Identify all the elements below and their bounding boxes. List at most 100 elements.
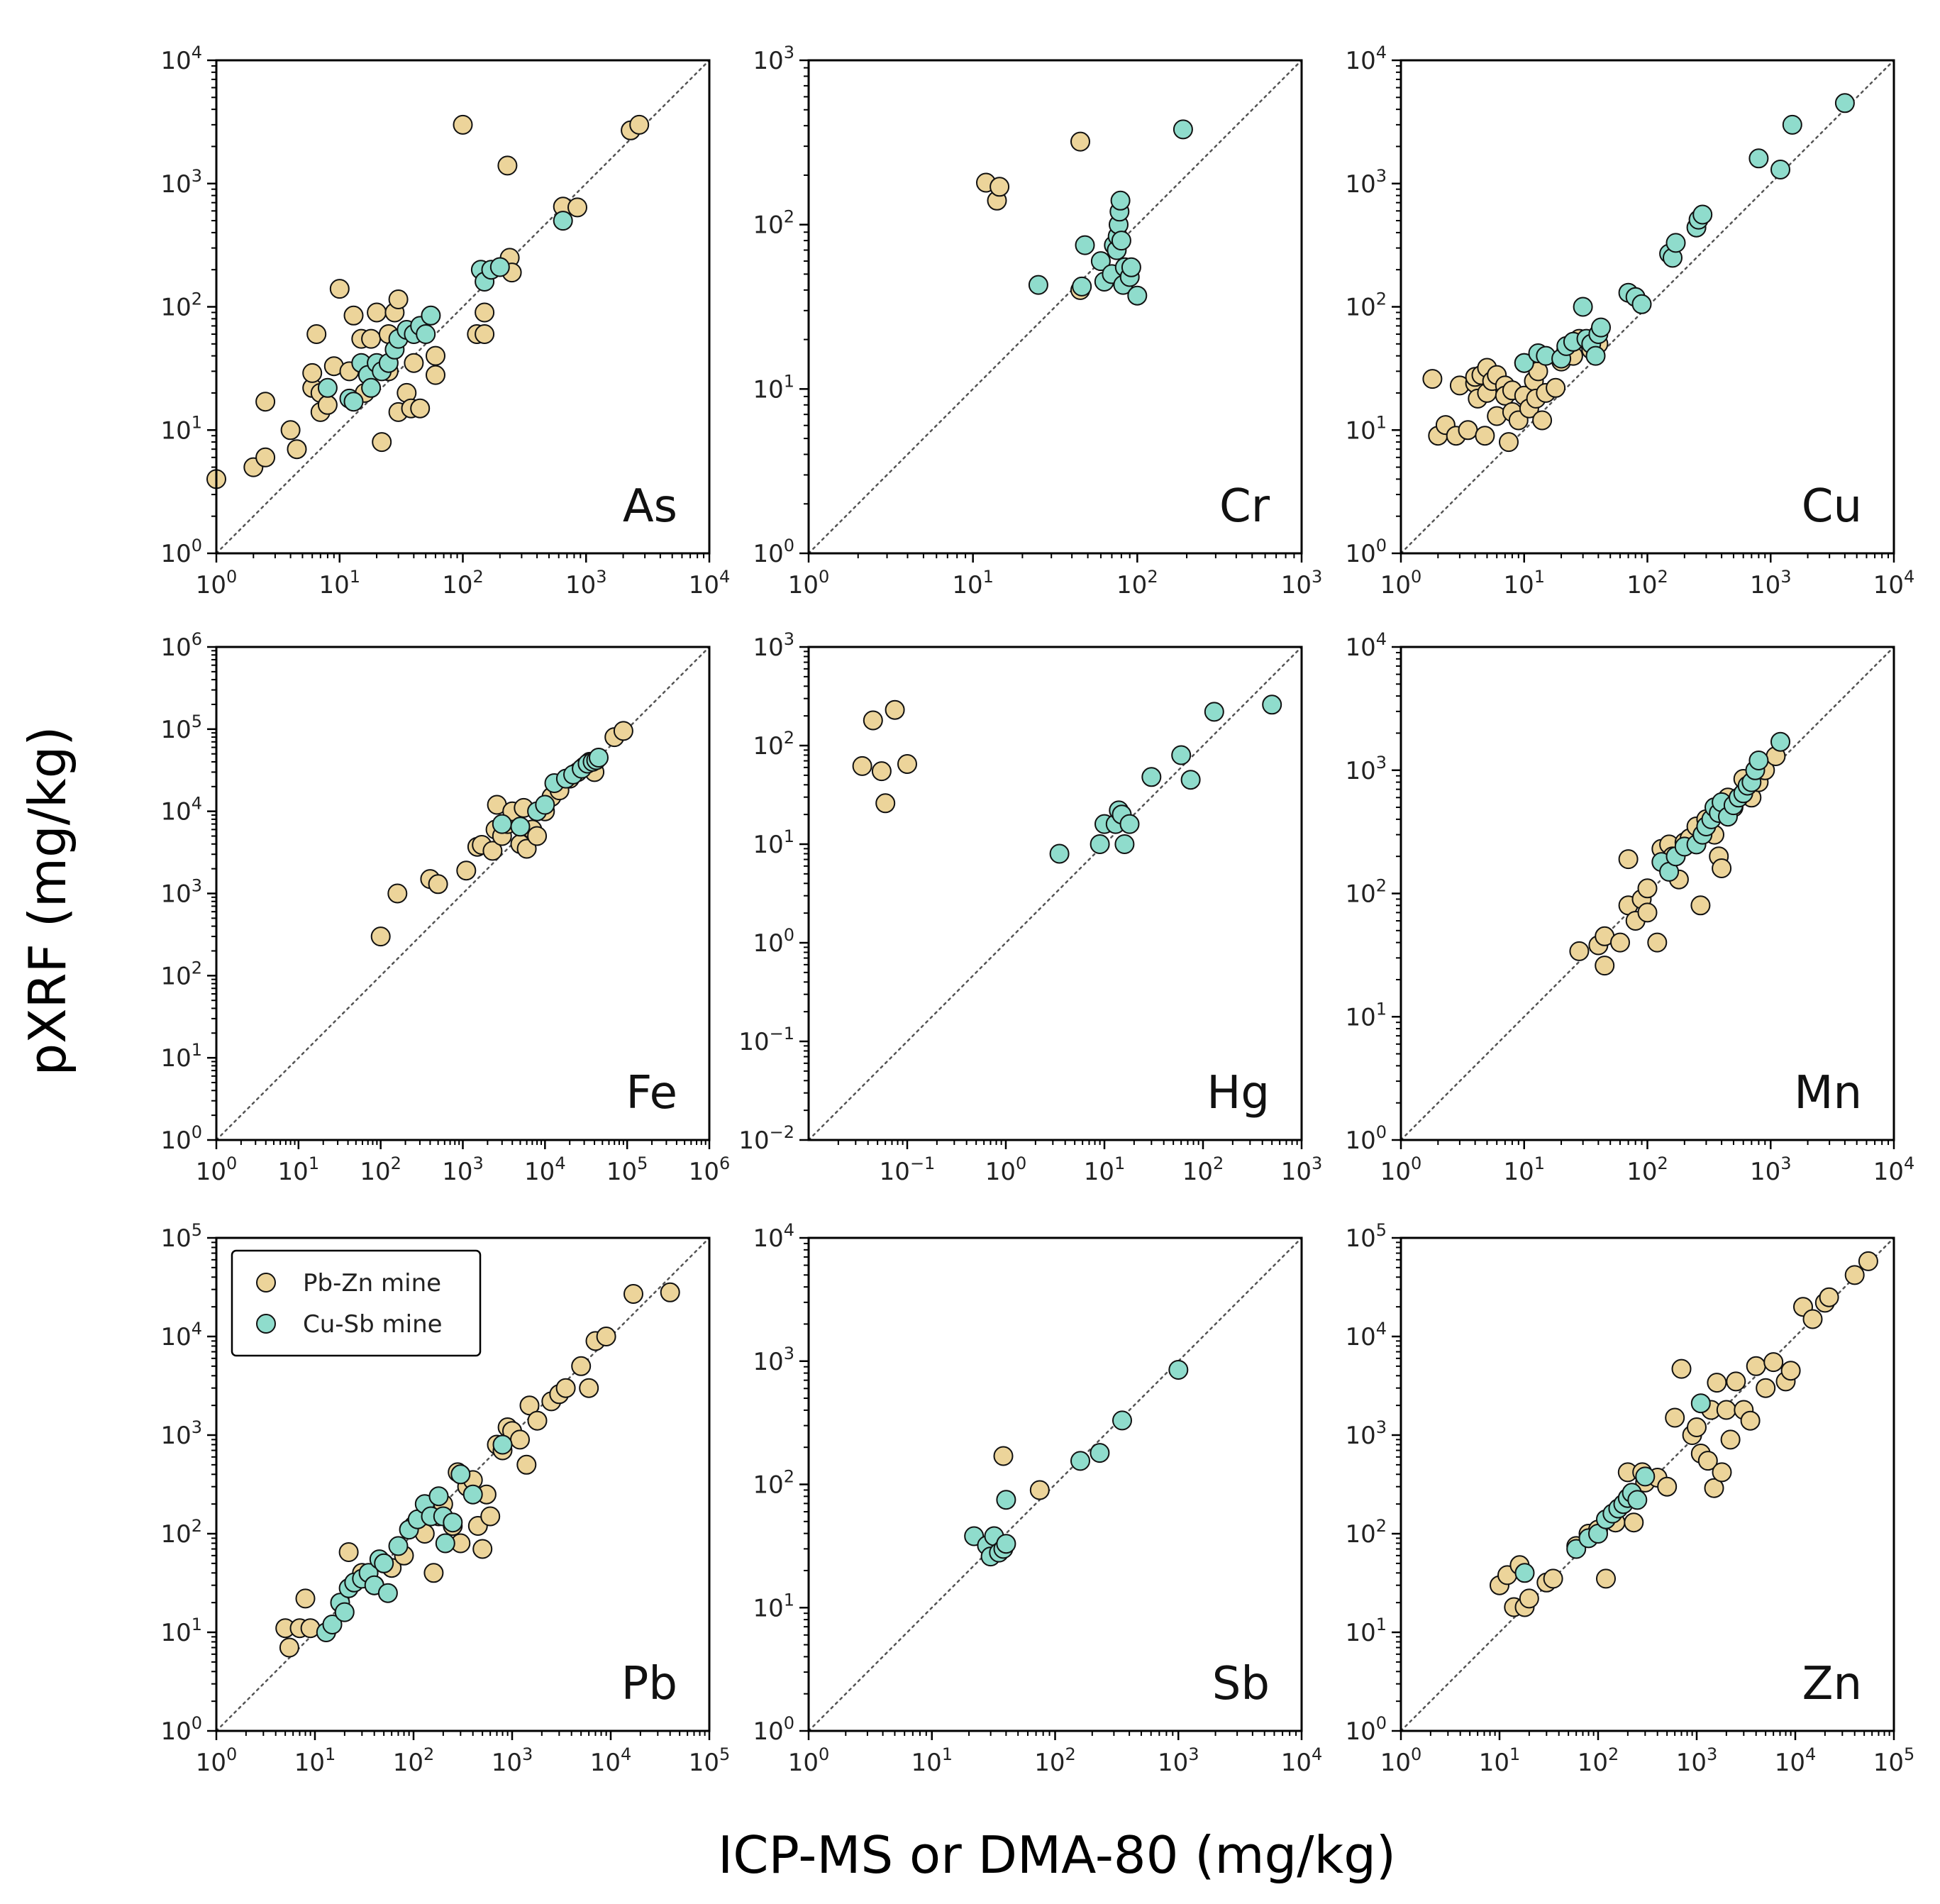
data-point bbox=[370, 926, 391, 947]
data-point bbox=[1127, 285, 1148, 306]
x-tick-label: 101 bbox=[1479, 1744, 1521, 1777]
data-point bbox=[1111, 231, 1131, 251]
y-tick-label: 104 bbox=[753, 1220, 794, 1253]
data-point bbox=[1070, 131, 1090, 152]
data-point bbox=[1716, 1400, 1736, 1420]
legend-label: Pb-Zn mine bbox=[303, 1269, 441, 1297]
data-point bbox=[492, 814, 512, 834]
data-point bbox=[1627, 1490, 1648, 1510]
data-point bbox=[279, 1637, 299, 1658]
data-point bbox=[480, 1506, 501, 1527]
one-to-one-line bbox=[807, 1236, 1303, 1732]
y-tick-label: 104 bbox=[160, 1319, 202, 1351]
x-tick-label: 101 bbox=[1503, 567, 1545, 599]
panel-pb: 100 101 102 103 104 105 100 101 102 103 104 105 Pb bbox=[160, 1220, 730, 1777]
data-point bbox=[1690, 895, 1711, 916]
data-point bbox=[571, 1356, 592, 1376]
data-point bbox=[388, 1536, 409, 1556]
data-point bbox=[1119, 814, 1140, 834]
data-point bbox=[450, 1464, 471, 1485]
data-point bbox=[1204, 702, 1224, 722]
data-point bbox=[387, 883, 408, 904]
data-point bbox=[377, 1583, 398, 1603]
one-to-one-line bbox=[807, 59, 1303, 555]
data-point bbox=[1763, 1352, 1784, 1373]
x-tick-label: 103 bbox=[1281, 1153, 1323, 1186]
y-tick-label: 100 bbox=[160, 536, 202, 568]
data-point bbox=[255, 392, 276, 412]
legend-box bbox=[231, 1249, 482, 1357]
data-point bbox=[482, 841, 503, 861]
data-point bbox=[1114, 834, 1135, 854]
data-point bbox=[489, 257, 510, 277]
panel-title: Pb bbox=[621, 1658, 677, 1710]
data-point bbox=[435, 1533, 455, 1554]
data-point bbox=[1748, 148, 1769, 169]
data-point bbox=[1844, 1265, 1865, 1285]
y-tick-label: 102 bbox=[160, 289, 202, 322]
data-point bbox=[322, 1615, 343, 1634]
plot-frame bbox=[807, 59, 1303, 555]
data-point bbox=[1262, 694, 1282, 715]
data-point bbox=[863, 710, 883, 731]
x-tick-label: 102 bbox=[1626, 567, 1668, 599]
data-point bbox=[1635, 1466, 1656, 1487]
data-point bbox=[1519, 1588, 1539, 1609]
data-point bbox=[1665, 233, 1686, 253]
data-point bbox=[343, 392, 364, 412]
data-point bbox=[1610, 932, 1630, 953]
data-point bbox=[317, 377, 338, 398]
data-point bbox=[996, 1534, 1016, 1554]
data-point bbox=[456, 860, 477, 881]
legend: Pb-Zn mine Cu-Sb mine bbox=[231, 1249, 482, 1357]
x-tick-label: 102 bbox=[393, 1744, 435, 1777]
x-tick-label: 104 bbox=[524, 1153, 566, 1186]
y-tick-label: 104 bbox=[1345, 629, 1387, 662]
data-point bbox=[1624, 1512, 1644, 1533]
data-point bbox=[1687, 1417, 1707, 1437]
x-tick-label: 101 bbox=[1503, 1153, 1545, 1186]
data-point bbox=[1171, 745, 1192, 765]
data-point bbox=[885, 699, 905, 720]
data-point bbox=[1596, 1568, 1616, 1589]
y-tick-label: 102 bbox=[1345, 289, 1387, 322]
data-point bbox=[1802, 1309, 1823, 1329]
data-point bbox=[1780, 1361, 1801, 1381]
data-point bbox=[553, 211, 573, 231]
data-point bbox=[871, 761, 892, 782]
series-cu-sb bbox=[1049, 694, 1282, 864]
x-tick-label: 103 bbox=[1676, 1744, 1718, 1777]
data-point bbox=[1748, 751, 1769, 770]
x-tick-label: 104 bbox=[1873, 1153, 1915, 1186]
x-tick-label: 104 bbox=[1873, 567, 1915, 599]
data-point bbox=[374, 1553, 394, 1573]
data-point bbox=[1834, 93, 1855, 114]
data-point bbox=[1573, 297, 1593, 317]
data-point bbox=[1746, 1356, 1766, 1376]
data-point bbox=[443, 1512, 463, 1533]
data-point bbox=[1707, 1373, 1727, 1393]
x-tick-label: 103 bbox=[565, 567, 607, 599]
x-tick-label: 104 bbox=[590, 1744, 632, 1777]
series-pb-zn bbox=[976, 131, 1090, 300]
x-tick-label: 102 bbox=[1034, 1744, 1076, 1777]
y-tick-label: 101 bbox=[1345, 999, 1387, 1031]
series-cu-sb bbox=[316, 1434, 513, 1642]
x-tick-label: 10−1 bbox=[880, 1153, 936, 1186]
plot-frame bbox=[1399, 646, 1895, 1141]
x-tick-label: 104 bbox=[1281, 1744, 1323, 1777]
data-point bbox=[1543, 1568, 1563, 1589]
y-tick-label: 105 bbox=[160, 712, 202, 744]
data-point bbox=[990, 177, 1010, 197]
y-tick-label: 103 bbox=[160, 876, 202, 909]
data-point bbox=[567, 197, 587, 218]
panel-mn: 100 101 102 103 104 100 101 102 103 104 Mn bbox=[1345, 629, 1914, 1186]
panel-as: 100 101 102 103 104 100 101 102 103 104 As bbox=[160, 43, 730, 599]
panel-title: Fe bbox=[626, 1067, 677, 1119]
data-point bbox=[1112, 1410, 1132, 1431]
one-to-one-line bbox=[1399, 59, 1895, 555]
series-cu-sb bbox=[1651, 731, 1790, 882]
y-tick-label: 100 bbox=[160, 1713, 202, 1746]
data-point bbox=[497, 155, 518, 176]
